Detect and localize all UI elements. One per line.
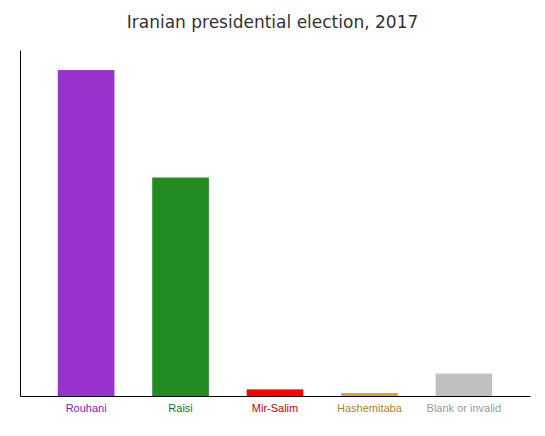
x-tick-label: Blank or invalid bbox=[427, 402, 502, 414]
x-axis: Rouhani Raisi Mir-Salim Hashemitaba Blank or… bbox=[21, 397, 531, 415]
x-tick-label: Raisi bbox=[168, 402, 192, 414]
x-tick: Mir-Salim bbox=[252, 402, 298, 414]
plot: Rouhani Raisi Mir-Salim Hashemitaba Blank or… bbox=[21, 51, 531, 415]
x-tick: Hashemitaba bbox=[337, 402, 403, 414]
x-tick-label: Mir-Salim bbox=[252, 402, 298, 414]
x-tick: Rouhani bbox=[66, 402, 107, 414]
title: Iranian presidential election, 2017 bbox=[127, 12, 419, 32]
bar bbox=[58, 70, 115, 396]
chart: Rouhani Raisi Mir-Salim Hashemitaba Blank or… bbox=[0, 0, 545, 436]
bar bbox=[341, 393, 398, 396]
x-tick: Blank or invalid bbox=[427, 402, 502, 414]
y-axis bbox=[20, 51, 21, 397]
bar bbox=[152, 178, 209, 396]
bars bbox=[58, 70, 492, 396]
bar bbox=[247, 389, 304, 396]
x-tick: Raisi bbox=[168, 402, 192, 414]
bar bbox=[436, 374, 493, 396]
x-axis-line bbox=[21, 396, 531, 397]
x-tick-label: Rouhani bbox=[66, 402, 107, 414]
x-tick-label: Hashemitaba bbox=[337, 402, 403, 414]
y-axis-line bbox=[20, 51, 21, 397]
